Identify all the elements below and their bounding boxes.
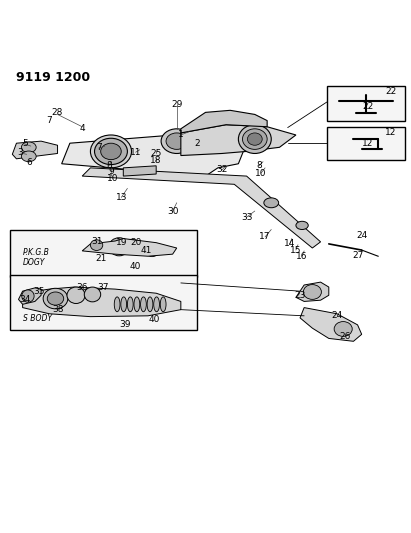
Text: 21: 21 bbox=[95, 254, 106, 263]
Text: 28: 28 bbox=[52, 108, 63, 117]
Text: 24: 24 bbox=[356, 231, 367, 240]
Text: 7: 7 bbox=[46, 116, 52, 125]
Polygon shape bbox=[23, 287, 181, 317]
Ellipse shape bbox=[84, 287, 101, 302]
Ellipse shape bbox=[161, 129, 192, 154]
Ellipse shape bbox=[141, 297, 146, 312]
Polygon shape bbox=[181, 110, 267, 133]
Ellipse shape bbox=[242, 129, 267, 149]
Ellipse shape bbox=[21, 142, 36, 152]
Text: 7: 7 bbox=[96, 143, 102, 152]
Text: 36: 36 bbox=[76, 282, 88, 292]
Text: 32: 32 bbox=[216, 165, 228, 174]
Ellipse shape bbox=[264, 198, 279, 208]
Text: 4: 4 bbox=[79, 124, 85, 133]
Ellipse shape bbox=[145, 244, 159, 256]
Text: 10: 10 bbox=[255, 169, 267, 177]
Text: 6: 6 bbox=[26, 158, 32, 167]
Text: 31: 31 bbox=[91, 237, 102, 246]
Text: 40: 40 bbox=[130, 262, 141, 271]
Ellipse shape bbox=[43, 288, 68, 309]
Ellipse shape bbox=[147, 297, 153, 312]
Text: 1: 1 bbox=[178, 131, 184, 140]
Ellipse shape bbox=[247, 133, 262, 146]
Polygon shape bbox=[62, 131, 247, 176]
Text: 24: 24 bbox=[331, 311, 343, 320]
Text: 9: 9 bbox=[108, 167, 114, 176]
Ellipse shape bbox=[121, 297, 127, 312]
Ellipse shape bbox=[303, 285, 321, 300]
Ellipse shape bbox=[334, 321, 352, 336]
Text: 20: 20 bbox=[130, 238, 141, 247]
Text: 22: 22 bbox=[362, 102, 374, 111]
Ellipse shape bbox=[154, 297, 159, 312]
Ellipse shape bbox=[127, 297, 133, 312]
Text: 5: 5 bbox=[22, 139, 28, 148]
Polygon shape bbox=[82, 239, 177, 256]
Ellipse shape bbox=[67, 287, 85, 303]
Text: 33: 33 bbox=[241, 213, 252, 222]
Ellipse shape bbox=[101, 143, 121, 160]
Polygon shape bbox=[82, 168, 321, 248]
Text: 8: 8 bbox=[256, 161, 262, 171]
Ellipse shape bbox=[90, 240, 103, 251]
Text: 10: 10 bbox=[107, 174, 119, 183]
Ellipse shape bbox=[113, 241, 126, 253]
Polygon shape bbox=[296, 282, 329, 302]
Text: 27: 27 bbox=[352, 251, 363, 260]
Ellipse shape bbox=[47, 292, 64, 305]
Ellipse shape bbox=[166, 133, 187, 149]
Ellipse shape bbox=[134, 297, 140, 312]
Bar bbox=[327, 127, 405, 160]
Text: P.K.G.B
DOGY: P.K.G.B DOGY bbox=[23, 247, 49, 267]
Text: 39: 39 bbox=[120, 320, 131, 328]
Polygon shape bbox=[181, 125, 296, 156]
Text: 16: 16 bbox=[296, 252, 308, 261]
Text: 26: 26 bbox=[339, 332, 351, 341]
Text: 23: 23 bbox=[294, 291, 306, 300]
Text: 30: 30 bbox=[167, 206, 178, 215]
Text: 38: 38 bbox=[52, 305, 63, 314]
Polygon shape bbox=[18, 288, 41, 304]
Text: 18: 18 bbox=[150, 156, 162, 165]
Text: S BODY: S BODY bbox=[23, 314, 52, 323]
Polygon shape bbox=[12, 141, 58, 159]
Ellipse shape bbox=[90, 135, 132, 168]
Text: 19: 19 bbox=[115, 238, 127, 247]
Text: 29: 29 bbox=[171, 100, 182, 109]
Ellipse shape bbox=[22, 290, 34, 302]
Text: 3: 3 bbox=[18, 148, 23, 157]
Ellipse shape bbox=[238, 125, 271, 154]
Polygon shape bbox=[300, 308, 362, 341]
Text: 15: 15 bbox=[290, 246, 302, 255]
Ellipse shape bbox=[21, 151, 36, 161]
Text: 11: 11 bbox=[130, 148, 141, 157]
Text: 14: 14 bbox=[284, 239, 296, 248]
Ellipse shape bbox=[95, 138, 127, 165]
Text: 13: 13 bbox=[115, 193, 127, 202]
Text: 40: 40 bbox=[148, 316, 160, 325]
Bar bbox=[327, 86, 405, 120]
Ellipse shape bbox=[109, 238, 129, 256]
Text: 37: 37 bbox=[97, 282, 109, 292]
Text: 12: 12 bbox=[362, 139, 374, 148]
Polygon shape bbox=[123, 166, 156, 176]
Text: 17: 17 bbox=[259, 232, 271, 241]
Text: 9119 1200: 9119 1200 bbox=[16, 71, 90, 84]
Text: 22: 22 bbox=[385, 87, 396, 96]
Ellipse shape bbox=[114, 297, 120, 312]
Bar bbox=[10, 230, 197, 277]
Text: 8: 8 bbox=[106, 161, 112, 171]
Bar bbox=[10, 274, 197, 330]
Text: 2: 2 bbox=[194, 139, 200, 148]
Text: 25: 25 bbox=[150, 149, 162, 158]
Ellipse shape bbox=[160, 297, 166, 312]
Ellipse shape bbox=[123, 239, 140, 254]
Ellipse shape bbox=[296, 221, 308, 230]
Text: 34: 34 bbox=[19, 295, 30, 304]
Text: 41: 41 bbox=[140, 246, 152, 255]
Text: 35: 35 bbox=[33, 287, 45, 296]
Text: 12: 12 bbox=[385, 128, 397, 137]
